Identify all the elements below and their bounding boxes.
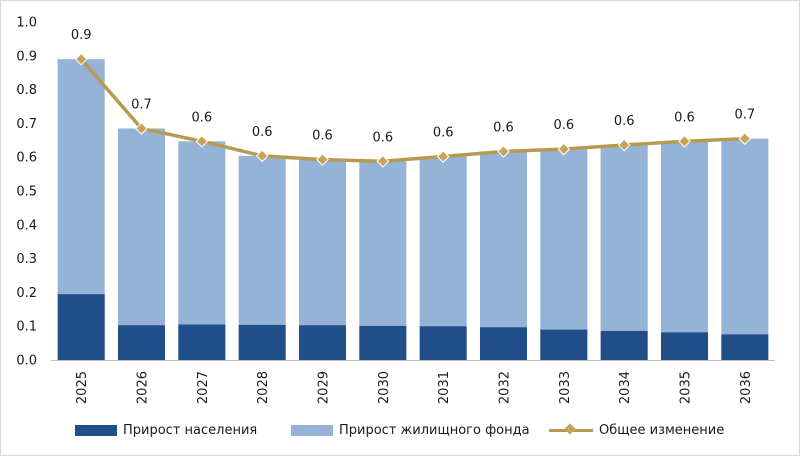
x-tick-label: 2025 — [75, 371, 90, 404]
bar-housing — [721, 138, 769, 335]
legend-swatch-total — [549, 422, 593, 436]
total-marker — [74, 52, 88, 66]
bar-population — [117, 325, 166, 360]
data-label: 0.6 — [433, 126, 454, 141]
bar-population — [178, 324, 226, 360]
chart-svg: 0.0 0.1 0.2 0.3 0.4 0.5 0.6 0.7 0.8 0.9 1.0 0.9 0.7… — [16, 16, 775, 404]
bar-housing — [600, 145, 648, 331]
data-label: 0.7 — [131, 97, 152, 112]
legend-swatch-population — [75, 424, 117, 436]
x-tick-label: 2031 — [437, 371, 452, 404]
legend-item-total: Общее изменение — [549, 419, 724, 441]
x-tick-label: 2030 — [377, 371, 392, 404]
bars — [57, 59, 769, 360]
x-tick-label: 2035 — [679, 371, 694, 404]
bar-population — [660, 332, 709, 360]
x-tick-label: 2032 — [498, 371, 513, 404]
y-tick-label: 0.1 — [16, 320, 37, 335]
total-marker — [376, 154, 390, 168]
y-tick-label: 1.0 — [16, 16, 37, 31]
x-tick-label: 2033 — [558, 371, 573, 404]
total-marker — [436, 150, 450, 163]
total-marker — [255, 149, 269, 163]
bar-population — [238, 324, 286, 360]
total-marker — [617, 138, 631, 152]
y-axis: 0.0 0.1 0.2 0.3 0.4 0.5 0.6 0.7 0.8 0.9 1.0 — [16, 16, 37, 369]
total-marker — [557, 142, 571, 156]
data-label: 0.6 — [674, 110, 695, 125]
legend-item-population: Прирост населения — [75, 419, 257, 441]
data-label: 0.6 — [312, 129, 333, 144]
bar-population — [419, 326, 467, 360]
x-axis: 2025 2026 2027 2028 2029 2030 2031 2032 2033 2034… — [51, 360, 775, 404]
y-tick-label: 0.0 — [16, 354, 37, 369]
bar-housing — [238, 155, 286, 325]
total-line-path — [79, 58, 745, 164]
bar-population — [721, 334, 769, 360]
bar-housing — [117, 128, 166, 326]
data-label: 0.6 — [372, 130, 393, 145]
y-tick-label: 0.8 — [16, 83, 37, 98]
total-line: 0.9 0.7 0.6 0.6 0.6 0.6 0.6 0.6 0.6 0.6 0.6 0.7 — [71, 28, 755, 168]
total-marker — [678, 134, 691, 148]
y-tick-label: 0.9 — [16, 49, 37, 64]
x-tick-label: 2034 — [618, 371, 633, 404]
legend-swatch-housing — [291, 424, 333, 436]
bar-housing — [479, 151, 528, 328]
legend-label-population: Прирост населения — [123, 422, 258, 438]
total-marker — [497, 145, 510, 158]
y-tick-label: 0.4 — [16, 218, 37, 233]
legend-label-housing: Прирост жилищного фонда — [339, 422, 530, 438]
legend-item-housing: Прирост жилищного фонда — [291, 419, 530, 441]
total-marker — [195, 134, 209, 148]
bar-population — [479, 327, 528, 360]
bar-housing — [359, 161, 407, 326]
bar-population — [298, 325, 347, 360]
bar-population — [57, 294, 105, 360]
data-label: 0.6 — [493, 120, 514, 135]
data-label: 0.6 — [191, 110, 212, 125]
y-tick-label: 0.2 — [16, 286, 37, 301]
x-tick-label: 2026 — [136, 371, 151, 404]
data-label: 0.9 — [71, 28, 92, 43]
data-label: 0.6 — [252, 125, 273, 140]
bar-population — [540, 329, 588, 360]
total-marker — [135, 122, 148, 135]
bar-housing — [57, 59, 105, 295]
y-tick-label: 0.5 — [16, 185, 37, 200]
bar-population — [359, 325, 407, 360]
x-tick-label: 2027 — [196, 371, 211, 404]
y-tick-label: 0.3 — [16, 252, 37, 267]
data-label: 0.6 — [614, 114, 635, 129]
bar-housing — [298, 159, 347, 326]
data-label: 0.7 — [734, 108, 755, 123]
data-label: 0.6 — [553, 118, 574, 133]
x-tick-label: 2036 — [739, 371, 754, 404]
bar-housing — [419, 156, 467, 327]
x-tick-label: 2028 — [256, 371, 271, 404]
total-marker — [738, 132, 752, 145]
bar-population — [600, 330, 648, 360]
y-tick-label: 0.7 — [16, 117, 37, 132]
legend: Прирост населения Прирост жилищного фонд… — [1, 419, 800, 441]
x-tick-label: 2029 — [317, 371, 332, 404]
bar-housing — [660, 141, 709, 333]
y-tick-label: 0.6 — [16, 151, 37, 166]
bar-housing — [178, 141, 226, 325]
bar-housing — [540, 149, 588, 330]
total-marker — [316, 153, 329, 166]
legend-label-total: Общее изменение — [599, 422, 725, 438]
